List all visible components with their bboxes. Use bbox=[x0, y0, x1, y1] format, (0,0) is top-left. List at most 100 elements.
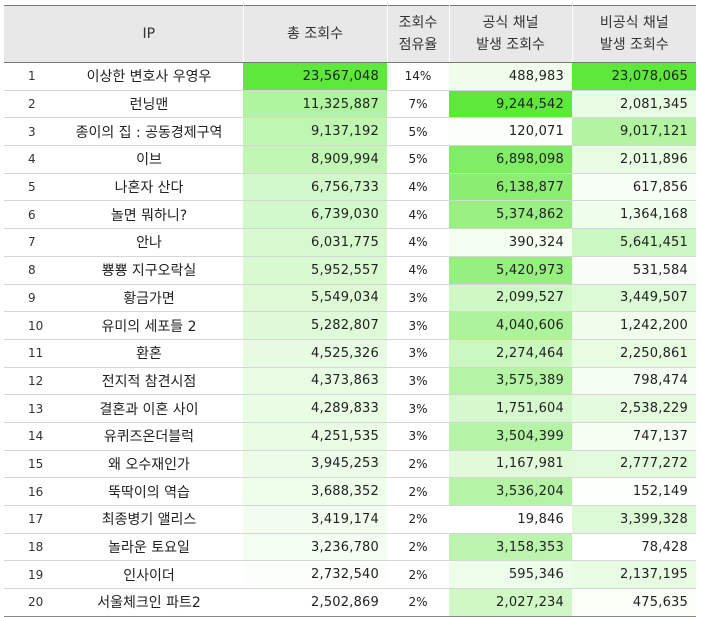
view-share-cell: 3% bbox=[387, 284, 449, 313]
header-official-line2: 발생 조회수 bbox=[476, 37, 545, 53]
rank-cell: 6 bbox=[4, 200, 55, 230]
table-row: 18 놀라운 토요일 3,236,780 2% 3,158,353 78,428 bbox=[4, 533, 696, 562]
ip-name-cell: 놀라운 토요일 bbox=[55, 533, 243, 562]
official-views-cell: 120,071 bbox=[449, 117, 572, 147]
view-share-cell: 2% bbox=[387, 588, 449, 617]
total-views-cell: 5,282,807 bbox=[243, 311, 387, 340]
official-views-cell: 390,324 bbox=[449, 228, 572, 257]
total-views-cell: 4,373,863 bbox=[243, 367, 387, 396]
unofficial-views-cell: 531,584 bbox=[572, 256, 696, 285]
header-ip: IP bbox=[55, 5, 244, 63]
header-view-share: 조회수 점유율 bbox=[387, 5, 450, 63]
ip-views-table: IP 총 조회수 조회수 점유율 공식 채널 발생 조회수 비공식 채널 발생 … bbox=[4, 5, 696, 617]
view-share-cell: 5% bbox=[387, 145, 449, 174]
view-share-cell: 4% bbox=[387, 228, 449, 257]
official-views-cell: 19,846 bbox=[449, 505, 572, 534]
table-row: 7 안나 6,031,775 4% 390,324 5,641,451 bbox=[4, 228, 696, 257]
view-share-cell: 14% bbox=[387, 62, 449, 91]
total-views-cell: 3,688,352 bbox=[243, 477, 387, 506]
rank-cell: 14 bbox=[4, 422, 55, 451]
total-views-cell: 6,756,733 bbox=[243, 173, 387, 202]
view-share-cell: 3% bbox=[387, 311, 449, 340]
table-row: 8 뿅뿅 지구오락실 5,952,557 4% 5,420,973 531,584 bbox=[4, 256, 696, 285]
rank-cell: 4 bbox=[4, 145, 55, 174]
rank-cell: 8 bbox=[4, 256, 55, 285]
view-share-cell: 2% bbox=[387, 450, 449, 479]
table-row: 13 결혼과 이혼 사이 4,289,833 3% 1,751,604 2,538,229 bbox=[4, 394, 696, 423]
rank-cell: 16 bbox=[4, 477, 55, 506]
table-row: 9 황금가면 5,549,034 3% 2,099,527 3,449,507 bbox=[4, 284, 696, 313]
view-share-cell: 4% bbox=[387, 256, 449, 285]
table-row: 17 최종병기 앨리스 3,419,174 2% 19,846 3,399,328 bbox=[4, 505, 696, 534]
unofficial-views-cell: 2,777,272 bbox=[572, 450, 696, 479]
unofficial-views-cell: 798,474 bbox=[572, 367, 696, 396]
table-row: 4 이브 8,909,994 5% 6,898,098 2,011,896 bbox=[4, 145, 696, 174]
table-row: 10 유미의 세포들 2 5,282,807 3% 4,040,606 1,242,200 bbox=[4, 311, 696, 340]
unofficial-views-cell: 617,856 bbox=[572, 173, 696, 202]
total-views-cell: 4,289,833 bbox=[243, 394, 387, 423]
header-rank bbox=[4, 5, 55, 63]
official-views-cell: 3,504,399 bbox=[449, 422, 572, 451]
rank-cell: 2 bbox=[4, 90, 55, 119]
ip-name-cell: 나혼자 산다 bbox=[55, 173, 243, 202]
table-row: 5 나혼자 산다 6,756,733 4% 6,138,877 617,856 bbox=[4, 173, 696, 202]
rank-cell: 10 bbox=[4, 311, 55, 340]
header-unofficial-line2: 발생 조회수 bbox=[599, 37, 669, 53]
rank-cell: 7 bbox=[4, 228, 55, 257]
official-views-cell: 5,420,973 bbox=[449, 256, 572, 285]
ip-name-cell: 놀면 뭐하니? bbox=[55, 200, 243, 230]
ip-name-cell: 최종병기 앨리스 bbox=[55, 505, 243, 534]
rank-cell: 3 bbox=[4, 117, 55, 147]
view-share-cell: 5% bbox=[387, 117, 449, 147]
official-views-cell: 4,040,606 bbox=[449, 311, 572, 340]
rank-cell: 1 bbox=[4, 62, 55, 91]
ip-name-cell: 황금가면 bbox=[55, 284, 243, 313]
view-share-cell: 2% bbox=[387, 533, 449, 562]
total-views-cell: 4,251,535 bbox=[243, 422, 387, 451]
unofficial-views-cell: 2,250,861 bbox=[572, 339, 696, 368]
official-views-cell: 6,898,098 bbox=[449, 145, 572, 174]
ip-name-cell: 뿅뿅 지구오락실 bbox=[55, 256, 243, 285]
total-views-cell: 5,549,034 bbox=[243, 284, 387, 313]
ip-views-table-container: IP 총 조회수 조회수 점유율 공식 채널 발생 조회수 비공식 채널 발생 … bbox=[4, 5, 696, 617]
official-views-cell: 1,167,981 bbox=[449, 450, 572, 479]
header-view-share-line2: 점유율 bbox=[398, 37, 438, 53]
official-views-cell: 6,138,877 bbox=[449, 173, 572, 202]
total-views-cell: 6,739,030 bbox=[243, 200, 387, 230]
ip-name-cell: 서울체크인 파트2 bbox=[55, 588, 243, 617]
ip-name-cell: 인사이더 bbox=[55, 560, 243, 590]
unofficial-views-cell: 2,081,345 bbox=[572, 90, 696, 119]
header-total-views: 총 조회수 bbox=[242, 5, 388, 63]
unofficial-views-cell: 9,017,121 bbox=[572, 117, 696, 147]
unofficial-views-cell: 152,149 bbox=[572, 477, 696, 506]
rank-cell: 15 bbox=[4, 450, 55, 479]
unofficial-views-cell: 2,538,229 bbox=[572, 394, 696, 423]
official-views-cell: 488,983 bbox=[449, 62, 572, 91]
unofficial-views-cell: 3,399,328 bbox=[572, 505, 696, 534]
official-views-cell: 3,536,204 bbox=[449, 477, 572, 506]
official-views-cell: 2,027,234 bbox=[449, 588, 572, 617]
table-row: 3 종이의 집 : 공동경제구역 9,137,192 5% 120,071 9,017,1… bbox=[4, 117, 696, 147]
table-row: 15 왜 오수재인가 3,945,253 2% 1,167,981 2,777,272 bbox=[4, 450, 696, 479]
table-row: 14 유퀴즈온더블럭 4,251,535 3% 3,504,399 747,137 bbox=[4, 422, 696, 451]
official-views-cell: 1,751,604 bbox=[449, 394, 572, 423]
unofficial-views-cell: 475,635 bbox=[572, 588, 696, 617]
unofficial-views-cell: 5,641,451 bbox=[572, 228, 696, 257]
total-views-cell: 9,137,192 bbox=[243, 117, 387, 147]
unofficial-views-cell: 1,242,200 bbox=[572, 311, 696, 340]
ip-name-cell: 왜 오수재인가 bbox=[55, 450, 243, 479]
total-views-cell: 2,502,869 bbox=[243, 588, 387, 617]
unofficial-views-cell: 23,078,065 bbox=[572, 62, 696, 91]
total-views-cell: 3,945,253 bbox=[243, 450, 387, 479]
unofficial-views-cell: 2,137,195 bbox=[572, 560, 696, 590]
total-views-cell: 6,031,775 bbox=[243, 228, 387, 257]
view-share-cell: 4% bbox=[387, 200, 449, 230]
header-official-views: 공식 채널 발생 조회수 bbox=[449, 5, 573, 63]
total-views-cell: 3,236,780 bbox=[243, 533, 387, 562]
header-unofficial-views: 비공식 채널 발생 조회수 bbox=[572, 5, 696, 63]
rank-cell: 18 bbox=[4, 533, 55, 562]
official-views-cell: 3,158,353 bbox=[449, 533, 572, 562]
ip-name-cell: 이상한 변호사 우영우 bbox=[55, 62, 243, 91]
table-row: 12 전지적 참견시점 4,373,863 3% 3,575,389 798,474 bbox=[4, 367, 696, 396]
table-row: 11 환혼 4,525,326 3% 2,274,464 2,250,861 bbox=[4, 339, 696, 368]
